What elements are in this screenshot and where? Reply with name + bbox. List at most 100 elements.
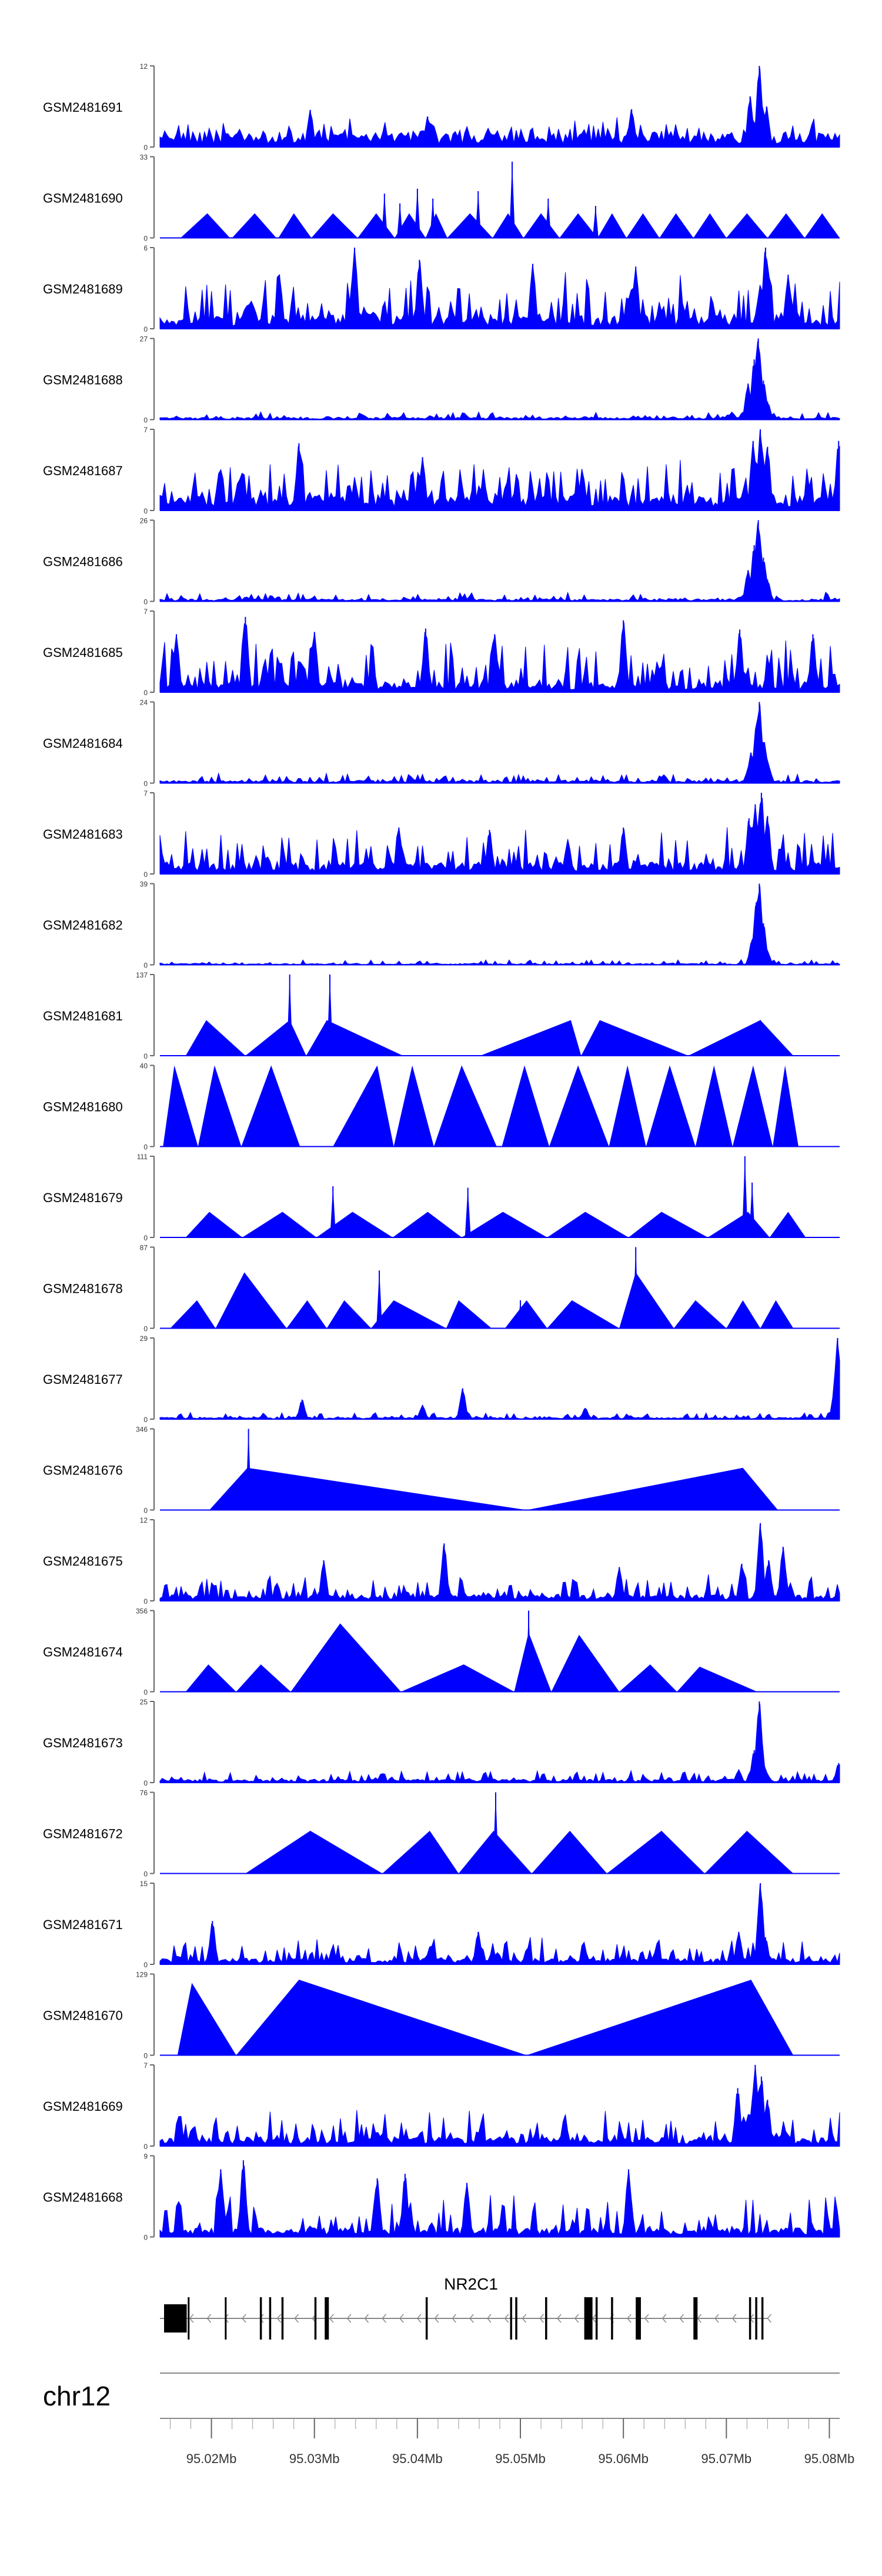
coverage-peak	[245, 1020, 306, 1056]
coverage-area	[159, 523, 840, 602]
track-GSM2481681: GSM2481681 137 0	[43, 971, 840, 1060]
coverage-peak	[181, 213, 230, 238]
track-GSM2481674: GSM2481674 356 0	[43, 1607, 840, 1697]
coverage-peak	[760, 1300, 794, 1329]
y-tick-label-max: 33	[140, 154, 148, 162]
coverage-peak	[514, 1632, 552, 1692]
track-label: GSM2481689	[43, 282, 123, 296]
y-tick-label-max: 12	[140, 62, 148, 71]
gene-exon	[611, 2297, 613, 2340]
track-label: GSM2481680	[43, 1100, 123, 1115]
track-GSM2481680: GSM2481680 40 0	[43, 1062, 840, 1152]
coverage-peak	[382, 1830, 459, 1874]
strand-arrow-icon	[627, 2314, 632, 2323]
coverage-peak	[704, 1830, 794, 1874]
strand-arrow-icon	[504, 2314, 509, 2323]
track-GSM2481676: GSM2481676 346 0	[43, 1426, 840, 1515]
gene-exon	[693, 2297, 698, 2340]
coverage-peak	[306, 1020, 403, 1056]
coverage-peak	[559, 213, 598, 238]
y-tick-label-max: 7	[143, 789, 148, 798]
coverage-peak	[236, 1664, 291, 1692]
axis-tick-label: 95.02Mb	[186, 2451, 237, 2466]
gene-exon	[755, 2297, 757, 2340]
coverage-peak	[693, 213, 727, 238]
coverage-peak	[607, 1830, 705, 1874]
coverage-peak	[371, 1300, 446, 1329]
coverage-peak	[626, 213, 660, 238]
coverage-peak	[392, 1212, 462, 1237]
track-GSM2481678: GSM2481678 87 0	[43, 1244, 840, 1333]
y-tick-label-max: 111	[137, 1153, 148, 1161]
track-GSM2481688: GSM2481688 27 0	[43, 335, 840, 425]
y-tick-label-min: 0	[143, 689, 148, 697]
track-GSM2481682: GSM2481682 39 0	[43, 880, 840, 970]
track-GSM2481684: GSM2481684 24 0	[43, 699, 840, 788]
coverage-peak	[619, 1272, 674, 1329]
gene-exon	[314, 2297, 317, 2340]
strand-arrow-icon	[242, 2314, 246, 2323]
strand-arrow-icon	[416, 2314, 422, 2323]
axis-tick-label: 95.07Mb	[701, 2451, 752, 2466]
y-tick-label-max: 25	[140, 1698, 148, 1706]
coverage-peak	[198, 1065, 242, 1147]
strand-arrow-icon	[469, 2314, 474, 2323]
strand-arrow-icon	[557, 2314, 562, 2323]
track-label: GSM2481672	[43, 1827, 123, 1841]
coverage-area	[159, 2165, 840, 2237]
coverage-area	[159, 886, 840, 965]
coverage-area	[159, 798, 840, 875]
coverage-peak	[773, 1065, 799, 1147]
gene-model-track: NR2C1	[160, 2275, 771, 2340]
strand-arrow-icon	[679, 2314, 684, 2323]
y-tick-label-min: 0	[143, 2143, 148, 2151]
y-tick-label-min: 0	[143, 1416, 148, 1424]
y-tick-label-max: 9	[143, 2153, 148, 2161]
track-GSM2481669: GSM2481669 7 0	[43, 2061, 840, 2151]
coverage-peak	[707, 1212, 770, 1237]
strand-arrow-icon	[434, 2314, 439, 2323]
y-tick-label-min: 0	[143, 1143, 148, 1152]
coverage-peak	[674, 1300, 727, 1329]
y-tick-label-min: 0	[143, 2052, 148, 2060]
strand-arrow-icon	[206, 2314, 212, 2323]
coverage-peak	[326, 1300, 372, 1329]
coverage-peak	[688, 1020, 794, 1056]
data-tracks: GSM2481691120GSM2481690330GSM248168960GS…	[43, 62, 840, 2242]
gene-exon	[225, 2297, 227, 2340]
axis-tick-label: 95.03Mb	[289, 2451, 340, 2466]
track-label: GSM2481686	[43, 555, 123, 569]
gene-exon	[595, 2297, 598, 2340]
coverage-peak	[532, 1830, 607, 1874]
strand-arrow-icon	[539, 2314, 544, 2323]
track-label: GSM2481690	[43, 191, 123, 206]
coverage-peak	[316, 1212, 393, 1237]
y-tick-label-min: 0	[143, 507, 148, 515]
track-GSM2481685: GSM2481685 7 0	[43, 608, 840, 697]
genome-axis-track: chr12 95.02Mb 95.03Mb 95.04Mb 95.05Mb 95.06M…	[43, 2373, 854, 2466]
coverage-peak	[433, 1065, 497, 1147]
gene-exon	[325, 2297, 329, 2340]
strand-arrow-icon	[644, 2314, 649, 2323]
coverage-area	[159, 430, 840, 511]
track-GSM2481686: GSM2481686 26 0	[43, 517, 840, 606]
coverage-peak	[185, 1212, 243, 1237]
coverage-peak	[400, 1664, 514, 1692]
coverage-area	[159, 68, 840, 148]
gene-exon	[259, 2297, 262, 2340]
track-GSM2481689: GSM2481689 6 0	[43, 244, 840, 333]
coverage-peak	[480, 1020, 582, 1056]
gene-exon	[510, 2297, 513, 2340]
y-tick-label-min: 0	[143, 144, 148, 152]
axis-tick-label: 95.06Mb	[598, 2451, 649, 2466]
gene-exon	[761, 2297, 764, 2340]
y-tick-label-max: 7	[143, 426, 148, 434]
coverage-peak	[619, 1664, 677, 1692]
y-tick-label-min: 0	[143, 598, 148, 606]
track-label: GSM2481668	[43, 2190, 123, 2205]
coverage-peak	[242, 1212, 317, 1237]
track-label: GSM2481670	[43, 2008, 123, 2023]
y-tick-label-min: 0	[143, 1052, 148, 1060]
track-label: GSM2481673	[43, 1736, 123, 1750]
coverage-peak	[236, 1980, 527, 2056]
